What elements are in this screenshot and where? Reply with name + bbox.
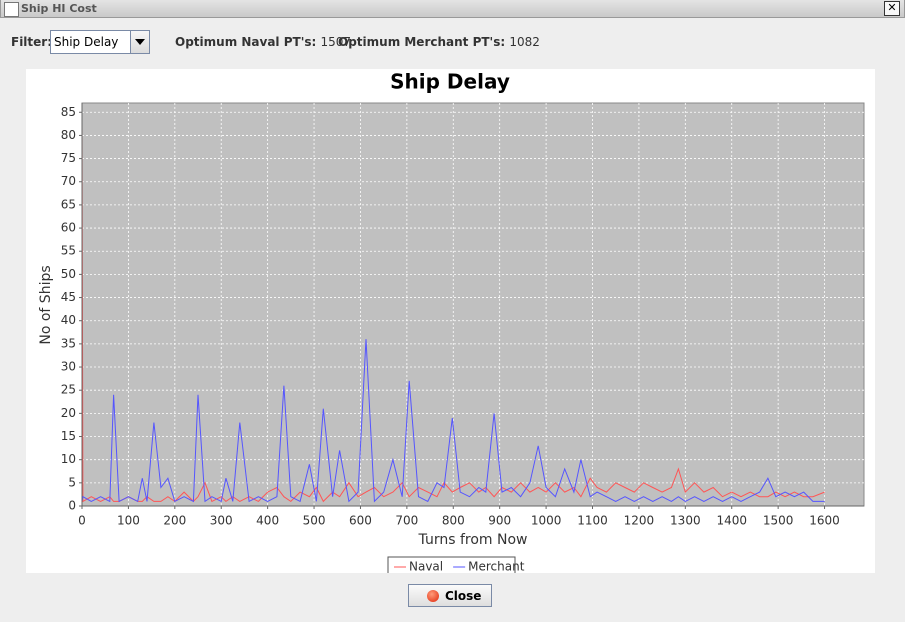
x-tick-label: 1000: [531, 514, 562, 528]
y-tick-label: 35: [61, 336, 76, 350]
x-tick-label: 1200: [624, 514, 655, 528]
x-tick-label: 400: [256, 514, 279, 528]
y-tick-label: 75: [61, 151, 76, 165]
x-tick-label: 1100: [577, 514, 608, 528]
x-tick-label: 1300: [670, 514, 701, 528]
filter-label: Filter:: [11, 35, 53, 49]
y-tick-label: 30: [61, 360, 76, 374]
y-tick-label: 60: [61, 221, 76, 235]
x-tick-label: 1600: [809, 514, 840, 528]
close-label: Close: [445, 589, 482, 603]
x-tick-label: 800: [442, 514, 465, 528]
x-tick-label: 500: [303, 514, 326, 528]
y-tick-label: 5: [68, 475, 76, 489]
naval-label: Optimum Naval PT's:: [175, 35, 317, 49]
x-axis-label: Turns from Now: [418, 532, 528, 548]
window-title: Ship HI Cost: [21, 2, 97, 15]
x-tick-label: 600: [349, 514, 372, 528]
y-tick-label: 40: [61, 313, 76, 327]
series-line: [81, 121, 825, 503]
filter-value: Ship Delay: [54, 35, 119, 49]
y-tick-label: 0: [68, 499, 76, 513]
merchant-label: Optimum Merchant PT's:: [338, 35, 506, 49]
x-tick-label: 1500: [763, 514, 794, 528]
x-tick-label: 100: [117, 514, 140, 528]
y-tick-label: 80: [61, 128, 76, 142]
naval-info: Optimum Naval PT's: 1507: [175, 35, 351, 49]
y-tick-label: 70: [61, 174, 76, 188]
naval-value: 1507: [320, 35, 352, 49]
close-button[interactable]: Close: [408, 584, 492, 607]
y-tick-label: 45: [61, 290, 76, 304]
x-tick-label: 200: [163, 514, 186, 528]
app-icon: [4, 2, 19, 17]
merchant-info: Optimum Merchant PT's: 1082: [338, 35, 540, 49]
legend-box: [387, 556, 516, 573]
x-tick-label: 900: [488, 514, 511, 528]
window-close[interactable]: ✕: [884, 1, 900, 16]
x-tick-label: 1400: [716, 514, 747, 528]
y-tick-label: 15: [61, 429, 76, 443]
plot-area: [81, 102, 865, 507]
chart-title: Ship Delay: [390, 70, 510, 94]
y-tick-label: 20: [61, 406, 76, 420]
merchant-value: 1082: [509, 35, 540, 49]
combo-arrow[interactable]: [130, 31, 149, 53]
x-tick-label: 700: [395, 514, 418, 528]
chart: Ship Delay Turns from Now No of Ships 0 5…: [26, 69, 875, 573]
y-tick-label: 25: [61, 383, 76, 397]
y-tick-label: 65: [61, 197, 76, 211]
y-tick-label: 85: [61, 105, 76, 119]
y-tick-label: 55: [61, 244, 76, 258]
x-tick-label: 300: [210, 514, 233, 528]
y-tick-label: 50: [61, 267, 76, 281]
close-icon: [427, 590, 439, 602]
y-axis-label: No of Ships: [38, 265, 54, 344]
series-line: [81, 339, 825, 503]
filter-combo[interactable]: Ship Delay: [50, 30, 150, 54]
title-bar: Ship HI Cost ✕: [0, 0, 905, 18]
y-tick-label: 10: [61, 452, 76, 466]
legend-label: Merchant: [468, 560, 525, 574]
x-tick-label: 0: [78, 514, 86, 528]
legend-label: Naval: [409, 560, 443, 574]
